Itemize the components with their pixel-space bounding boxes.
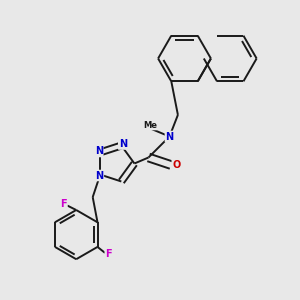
Text: Me: Me (143, 121, 157, 130)
Text: F: F (60, 199, 67, 209)
Text: O: O (172, 160, 181, 170)
Text: N: N (165, 131, 174, 142)
Text: F: F (105, 249, 112, 259)
Text: N: N (119, 139, 127, 149)
Text: N: N (94, 146, 103, 157)
Text: N: N (95, 170, 103, 181)
